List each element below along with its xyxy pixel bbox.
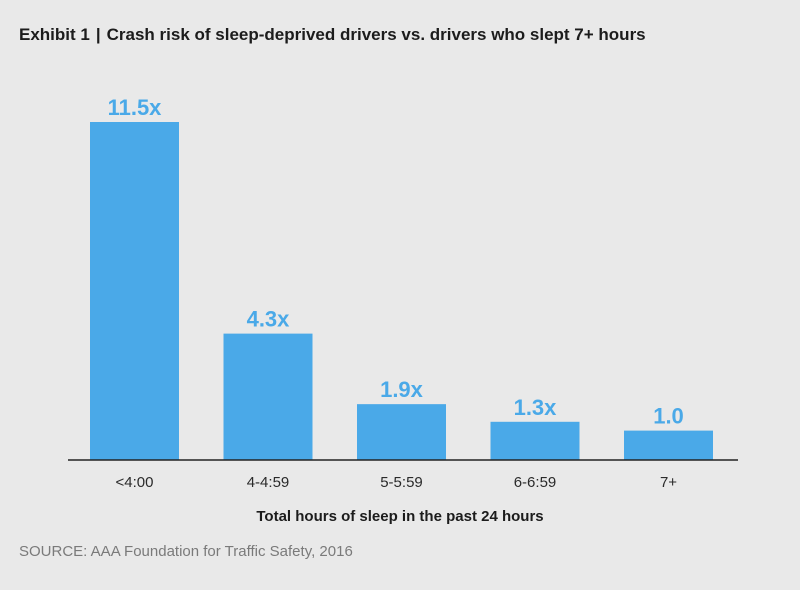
x-tick-label-1: 4-4:59 [247, 474, 290, 491]
data-label-1: 4.3x [247, 307, 291, 332]
data-label-2: 1.9x [380, 377, 424, 402]
data-label-0: 11.5x [108, 95, 163, 120]
x-tick-label-2: 5-5:59 [380, 474, 423, 491]
data-label-3: 1.3x [514, 395, 558, 420]
title-separator: | [95, 25, 101, 44]
x-axis-title: Total hours of sleep in the past 24 hour… [256, 508, 543, 525]
x-tick-label-0: <4:00 [116, 474, 154, 491]
bar-2 [357, 404, 446, 460]
source-note: SOURCE: AAA Foundation for Traffic Safet… [19, 543, 353, 560]
x-tick-label-4: 7+ [660, 474, 677, 491]
bar-3 [490, 421, 580, 460]
x-tick-label-3: 6-6:59 [514, 474, 557, 491]
bar-1 [223, 333, 313, 460]
bar-0 [90, 122, 179, 460]
chart-title: Exhibit 1 | Crash risk of sleep-deprived d… [19, 25, 646, 45]
data-label-4: 1.0 [653, 404, 684, 429]
bar-4 [624, 430, 713, 460]
title-text: Crash risk of sleep-deprived drivers vs.… [106, 25, 646, 44]
exhibit-label: Exhibit 1 [19, 25, 90, 44]
